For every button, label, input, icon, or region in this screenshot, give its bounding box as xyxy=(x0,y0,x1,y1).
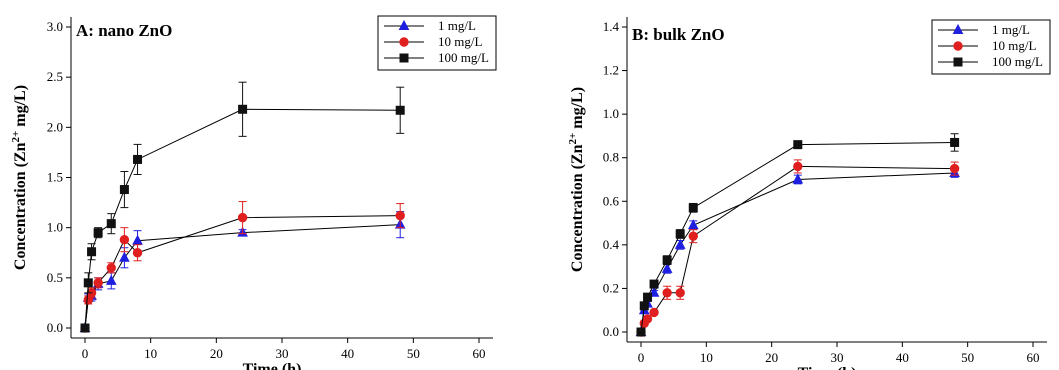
x-tick-label: 60 xyxy=(1027,350,1040,365)
legend-marker xyxy=(399,53,409,63)
data-point xyxy=(639,301,649,311)
legend-marker xyxy=(952,23,964,34)
y-tick-label: 0.4 xyxy=(603,237,620,252)
data-point xyxy=(688,231,698,241)
y-axis-label: Concentration (Zn2+ mg/L) xyxy=(567,87,586,272)
chart-title: A: nano ZnO xyxy=(76,21,172,40)
data-point xyxy=(675,288,685,298)
data-point xyxy=(675,229,685,239)
x-tick-label: 20 xyxy=(210,346,223,361)
data-point xyxy=(395,105,405,115)
data-point xyxy=(106,263,116,273)
data-point xyxy=(395,210,405,221)
legend-label: 1 mg/L xyxy=(992,22,1030,37)
data-point xyxy=(238,104,248,114)
data-point xyxy=(642,314,653,324)
data-point xyxy=(649,279,659,289)
data-point xyxy=(687,219,699,230)
data-point xyxy=(643,292,653,302)
data-point xyxy=(119,235,130,245)
y-tick-label: 1.0 xyxy=(603,106,619,121)
data-point xyxy=(132,248,143,258)
x-tick-label: 10 xyxy=(144,346,157,361)
x-tick-label: 0 xyxy=(82,346,89,361)
legend-label: 100 mg/L xyxy=(438,50,489,65)
data-point xyxy=(950,137,960,147)
y-tick-label: 0.8 xyxy=(603,150,619,165)
data-point xyxy=(636,327,646,337)
data-point xyxy=(119,251,130,262)
y-tick-label: 1.2 xyxy=(603,63,619,78)
y-tick-label: 0.0 xyxy=(47,320,63,335)
x-tick-label: 60 xyxy=(473,346,486,361)
legend-label: 100 mg/L xyxy=(992,54,1043,69)
chart-panel-b: 0 10 20 30 40 50 60 0.0 0.2 0.4 0.6 0.8 1.0 1.2 1.4 Tim… xyxy=(567,17,1051,370)
y-tick-label: 3.0 xyxy=(47,19,63,34)
legend-box xyxy=(377,15,497,71)
data-point xyxy=(649,307,659,318)
data-point xyxy=(119,185,129,195)
y-tick-label: 1.0 xyxy=(47,220,63,235)
legend-box xyxy=(931,19,1051,75)
x-tick-label: 30 xyxy=(831,350,844,365)
data-point xyxy=(83,278,93,288)
x-tick-label: 40 xyxy=(341,346,354,361)
y-tick-label: 1.4 xyxy=(603,19,620,34)
x-axis-label: Time (h) xyxy=(243,361,302,370)
data-point xyxy=(87,247,97,257)
x-tick-label: 0 xyxy=(638,350,645,365)
data-point xyxy=(105,274,117,285)
y-tick-label: 1.5 xyxy=(47,170,63,185)
data-point xyxy=(688,203,698,213)
series-100-mg-l xyxy=(636,133,960,337)
data-point xyxy=(793,140,803,150)
data-point xyxy=(793,161,803,172)
y-axis-label: Concentration (Zn2+ mg/L) xyxy=(10,85,29,270)
x-axis-label: Time (h) xyxy=(798,365,857,370)
chart-panel-a: 0 10 20 30 40 50 60 0.0 0.5 1.0 1.5 2.0 2.5 3.0 Time (… xyxy=(10,15,497,370)
data-point xyxy=(949,163,960,174)
data-point xyxy=(792,173,804,184)
data-point xyxy=(662,255,672,265)
y-tick-label: 0.5 xyxy=(47,270,63,285)
series-line xyxy=(640,165,955,333)
series-line xyxy=(640,172,955,333)
data-point xyxy=(106,219,116,229)
legend-marker xyxy=(399,37,409,47)
legend-label: 10 mg/L xyxy=(992,38,1036,53)
legend-marker xyxy=(953,41,963,51)
data-point xyxy=(674,238,686,249)
y-tick-label: 0.0 xyxy=(603,324,619,339)
x-tick-label: 30 xyxy=(276,346,289,361)
data-point xyxy=(93,228,103,238)
chart-title: B: bulk ZnO xyxy=(632,25,725,44)
x-tick-label: 20 xyxy=(765,350,778,365)
x-tick-label: 10 xyxy=(700,350,713,365)
y-tick-label: 0.6 xyxy=(603,193,620,208)
data-point xyxy=(80,323,90,333)
legend-marker xyxy=(953,57,963,67)
data-point xyxy=(93,278,103,288)
data-point xyxy=(662,288,672,298)
series-10-mg-l xyxy=(80,201,405,333)
y-tick-label: 2.5 xyxy=(47,69,63,84)
legend-label: 10 mg/L xyxy=(438,34,482,49)
series-line xyxy=(84,224,401,329)
series-100-mg-l xyxy=(80,81,405,333)
y-tick-label: 2.0 xyxy=(47,119,63,134)
legend-marker xyxy=(398,19,410,30)
legend-label: 1 mg/L xyxy=(438,18,476,33)
y-tick-label: 0.2 xyxy=(603,280,619,295)
data-point xyxy=(661,262,673,273)
data-point xyxy=(133,154,143,164)
x-tick-label: 50 xyxy=(407,346,420,361)
x-tick-label: 40 xyxy=(896,350,909,365)
data-point xyxy=(237,212,248,223)
x-tick-label: 50 xyxy=(961,350,974,365)
series-1-mg-l xyxy=(635,166,960,336)
data-point xyxy=(132,234,143,245)
